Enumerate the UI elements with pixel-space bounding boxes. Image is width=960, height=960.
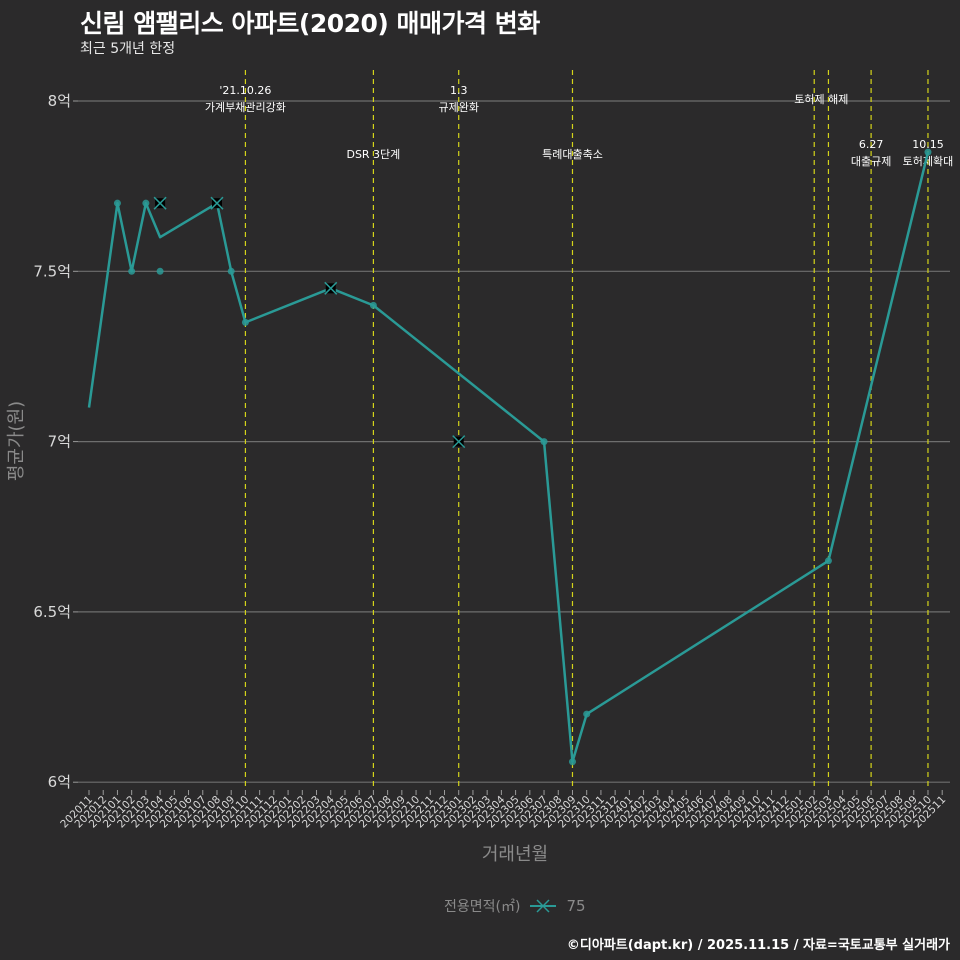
data-point bbox=[156, 267, 164, 275]
y-tick-label: 6.5억 bbox=[33, 603, 71, 621]
legend-key-cross-icon bbox=[530, 899, 557, 913]
data-point bbox=[113, 199, 121, 207]
y-tick-label: 6억 bbox=[48, 773, 71, 791]
cross-marker-icon bbox=[210, 196, 224, 210]
data-point bbox=[128, 267, 136, 275]
event-label: 토허제 해제 bbox=[794, 92, 848, 106]
data-point bbox=[369, 301, 377, 309]
y-tick-label: 8억 bbox=[48, 92, 71, 110]
event-label: 토허제확대 bbox=[903, 155, 954, 168]
y-axis: 6억 6.5억 7억 7.5억 8억 bbox=[33, 92, 78, 791]
gridlines bbox=[78, 100, 950, 783]
event-label: 10.15 bbox=[912, 138, 944, 151]
x-axis: 2020112020122021012021022021032021042021… bbox=[58, 790, 948, 830]
y-tick-label: 7.5억 bbox=[33, 262, 71, 280]
data-point bbox=[142, 199, 150, 207]
event-label: 가계부채관리강화 bbox=[205, 101, 286, 114]
event-label: 규제완화 bbox=[438, 101, 478, 114]
cross-marker-icon bbox=[452, 435, 466, 449]
y-tick-label: 7억 bbox=[48, 433, 71, 451]
event-label: DSR 3단계 bbox=[346, 148, 400, 161]
x-axis-title: 거래년월 bbox=[482, 844, 548, 865]
event-label: 6.27 bbox=[859, 138, 884, 151]
price-series bbox=[87, 148, 932, 766]
chart-title: 신림 앰팰리스 아파트(2020) 매매가격 변화 bbox=[80, 9, 540, 38]
event-label: '21.10.26 bbox=[219, 84, 271, 97]
series-line bbox=[87, 151, 930, 764]
chart-subtitle: 최근 5개년 한정 bbox=[80, 41, 176, 57]
source-caption: ©디아파트(dapt.kr) / 2025.11.15 / 자료=국토교통부 실… bbox=[566, 938, 950, 953]
data-point bbox=[583, 710, 591, 718]
data-point bbox=[540, 438, 548, 446]
legend: 전용면적(㎡) 75 bbox=[444, 896, 586, 916]
event-label: 특례대출축소 bbox=[542, 148, 603, 161]
data-point bbox=[924, 148, 932, 156]
cross-marker-icon bbox=[324, 281, 338, 295]
data-point bbox=[227, 267, 235, 275]
data-point bbox=[241, 318, 249, 326]
legend-title: 전용면적(㎡) bbox=[444, 899, 521, 915]
legend-item-label: 75 bbox=[566, 897, 586, 915]
data-point bbox=[568, 758, 576, 766]
data-point bbox=[824, 557, 832, 565]
cross-marker-icon bbox=[153, 196, 167, 210]
event-label: 대출규제 bbox=[851, 155, 891, 168]
y-axis-title: 평균가(원) bbox=[6, 401, 27, 481]
event-label: 1.3 bbox=[450, 84, 468, 97]
